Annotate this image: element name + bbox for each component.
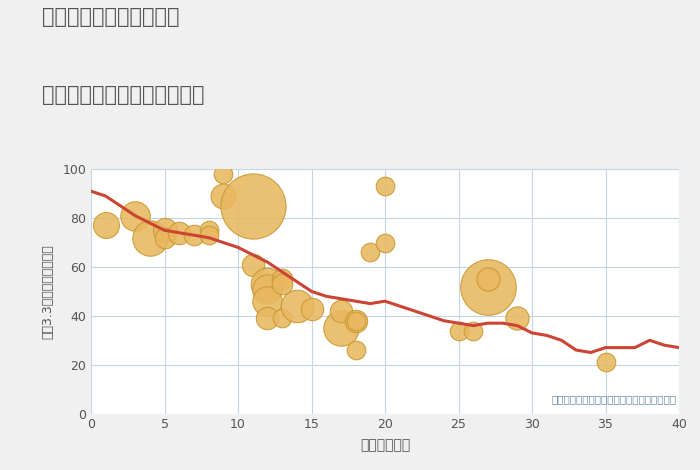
Point	[350, 317, 361, 324]
Point	[159, 234, 170, 242]
Point	[262, 298, 273, 305]
Point	[203, 227, 214, 234]
Point	[379, 239, 391, 246]
Point	[276, 275, 288, 283]
Point	[262, 285, 273, 293]
Point	[306, 305, 317, 312]
Point	[262, 280, 273, 288]
Point	[247, 261, 258, 268]
Point	[291, 302, 302, 310]
Y-axis label: 坪（3.3㎡）単価（万円）: 坪（3.3㎡）単価（万円）	[41, 244, 54, 339]
Point	[335, 324, 346, 332]
Point	[247, 202, 258, 210]
Point	[482, 283, 493, 290]
Point	[218, 170, 229, 178]
Point	[600, 359, 611, 366]
Point	[203, 231, 214, 239]
Point	[188, 231, 199, 239]
Point	[144, 234, 155, 242]
Point	[365, 249, 376, 256]
Point	[468, 327, 479, 334]
Point	[130, 212, 141, 219]
Point	[276, 314, 288, 322]
Point	[159, 227, 170, 234]
Point	[218, 192, 229, 200]
Point	[379, 182, 391, 190]
Point	[350, 346, 361, 354]
Point	[335, 307, 346, 315]
Point	[276, 280, 288, 288]
Point	[262, 314, 273, 322]
Text: 岐阜県高山市匠ヶ丘町の: 岐阜県高山市匠ヶ丘町の	[42, 7, 179, 27]
Point	[512, 314, 523, 322]
Text: 円の大きさは、取引のあった物件面積を示す: 円の大きさは、取引のあった物件面積を示す	[551, 394, 676, 404]
Point	[453, 327, 464, 334]
Text: 築年数別中古マンション価格: 築年数別中古マンション価格	[42, 85, 204, 105]
Point	[100, 222, 111, 229]
X-axis label: 築年数（年）: 築年数（年）	[360, 439, 410, 453]
Point	[350, 317, 361, 324]
Point	[174, 229, 185, 236]
Point	[482, 275, 493, 283]
